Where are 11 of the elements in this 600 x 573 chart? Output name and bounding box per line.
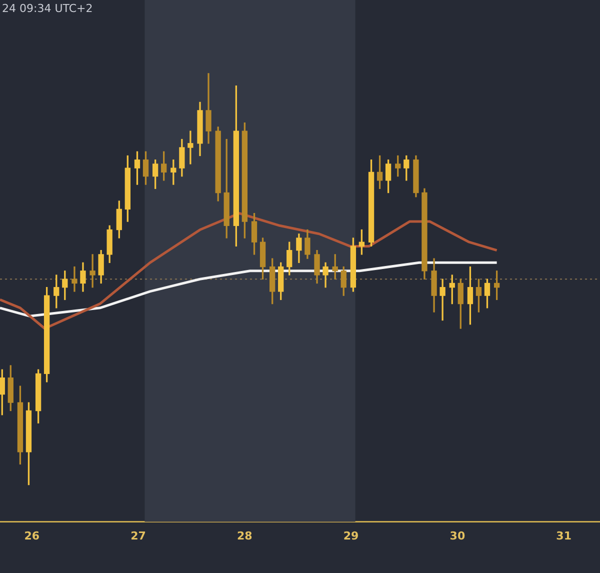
- x-tick-label: 27: [130, 529, 146, 542]
- x-tick-label: 29: [343, 529, 359, 542]
- x-tick-label: 26: [24, 529, 40, 542]
- candlestick: [90, 254, 96, 288]
- text: 24 09:34 UTC+2: [2, 2, 93, 15]
- candlestick: [188, 130, 194, 164]
- x-tick-label: 30: [450, 529, 466, 542]
- candlestick: [72, 266, 78, 292]
- candlestick: [440, 278, 446, 321]
- x-tick-label: 31: [556, 529, 572, 542]
- x-tick-label: 28: [237, 529, 252, 542]
